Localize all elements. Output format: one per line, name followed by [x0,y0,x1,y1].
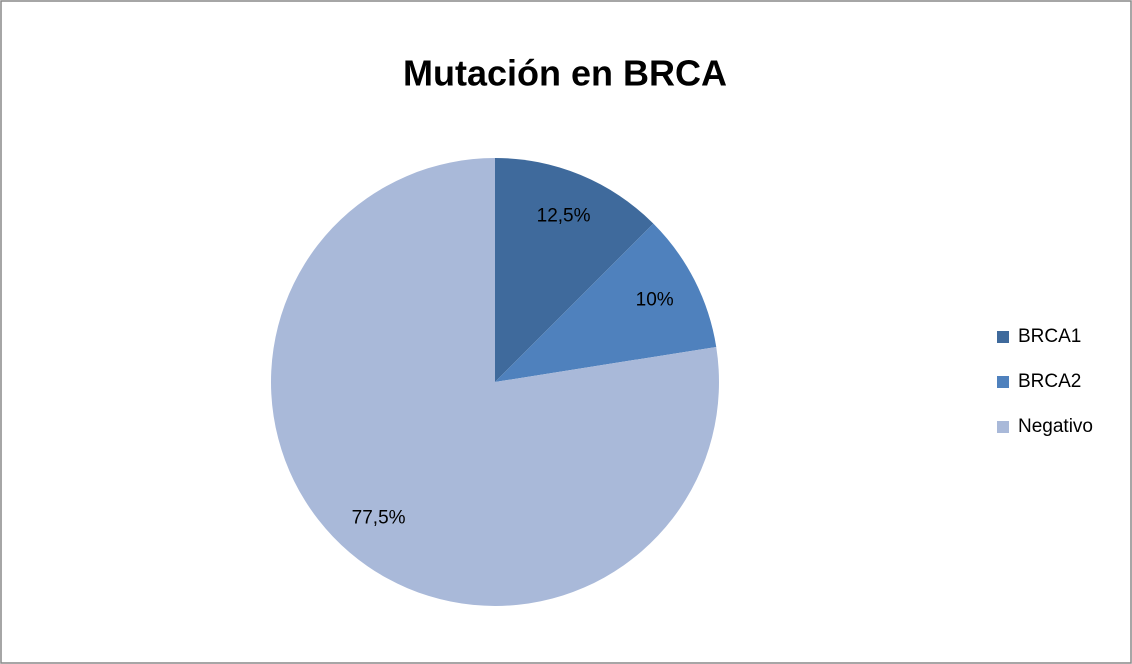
legend-swatch [997,421,1009,433]
data-label: 12,5% [537,205,591,226]
legend-label: BRCA2 [1018,371,1081,392]
data-label: 10% [636,290,674,311]
legend-swatch [997,331,1009,343]
pie-slice [271,158,719,607]
pie-slice [495,223,717,382]
legend-label: Negativo [1018,416,1093,437]
legend-swatch [997,376,1009,388]
pie-slice [495,158,654,382]
legend-label: BRCA1 [1018,326,1081,347]
chart-title: Mutación en BRCA [403,53,727,94]
data-label: 77,5% [352,507,406,528]
